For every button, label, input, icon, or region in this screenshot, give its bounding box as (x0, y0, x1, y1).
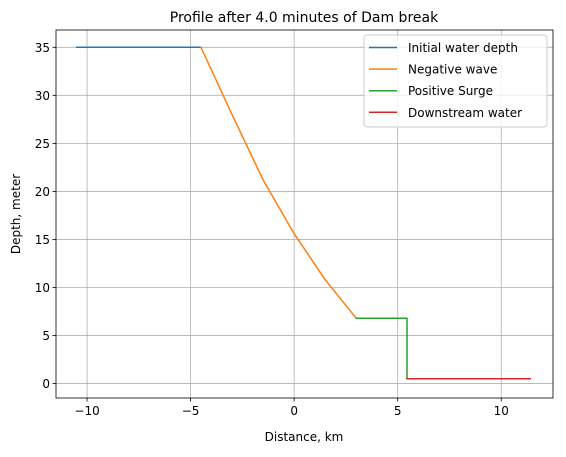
axis-ticks: −10 −5 0 5 10 0 5 10 15 20 25 30 35 (35, 41, 509, 418)
x-tick-label: 0 (290, 404, 298, 418)
x-tick-label: 10 (494, 404, 509, 418)
x-tick-label: −10 (74, 404, 99, 418)
chart-title: Profile after 4.0 minutes of Dam break (170, 10, 439, 26)
x-tick-label: 5 (394, 404, 402, 418)
y-tick-label: 30 (35, 89, 50, 103)
legend-box (363, 34, 548, 128)
plot-series (75, 46, 531, 380)
legend-label-initial-water-depth: Initial water depth (408, 41, 518, 55)
legend-label-positive-surge: Positive Surge (408, 84, 493, 98)
y-tick-label: 15 (35, 233, 50, 247)
series-line-negative-wave (199, 46, 358, 320)
legend-label-negative-wave: Negative wave (408, 63, 497, 77)
x-axis-label: Distance, km (265, 430, 344, 444)
x-tick-label: −5 (182, 404, 200, 418)
y-tick-label: 10 (35, 281, 50, 295)
y-tick-label: 20 (35, 185, 50, 199)
plot-frame (55, 29, 554, 399)
y-tick-label: 0 (42, 377, 50, 391)
y-axis-label: Depth, meter (9, 174, 23, 254)
series-line-positive-surge (355, 317, 408, 380)
legend-label-downstream-water: Downstream water (408, 106, 522, 120)
y-tick-label: 25 (35, 137, 50, 151)
y-tick-label: 5 (42, 329, 50, 343)
legend: Initial water depth Negative wave Positive… (363, 34, 548, 128)
y-tick-label: 35 (35, 41, 50, 55)
